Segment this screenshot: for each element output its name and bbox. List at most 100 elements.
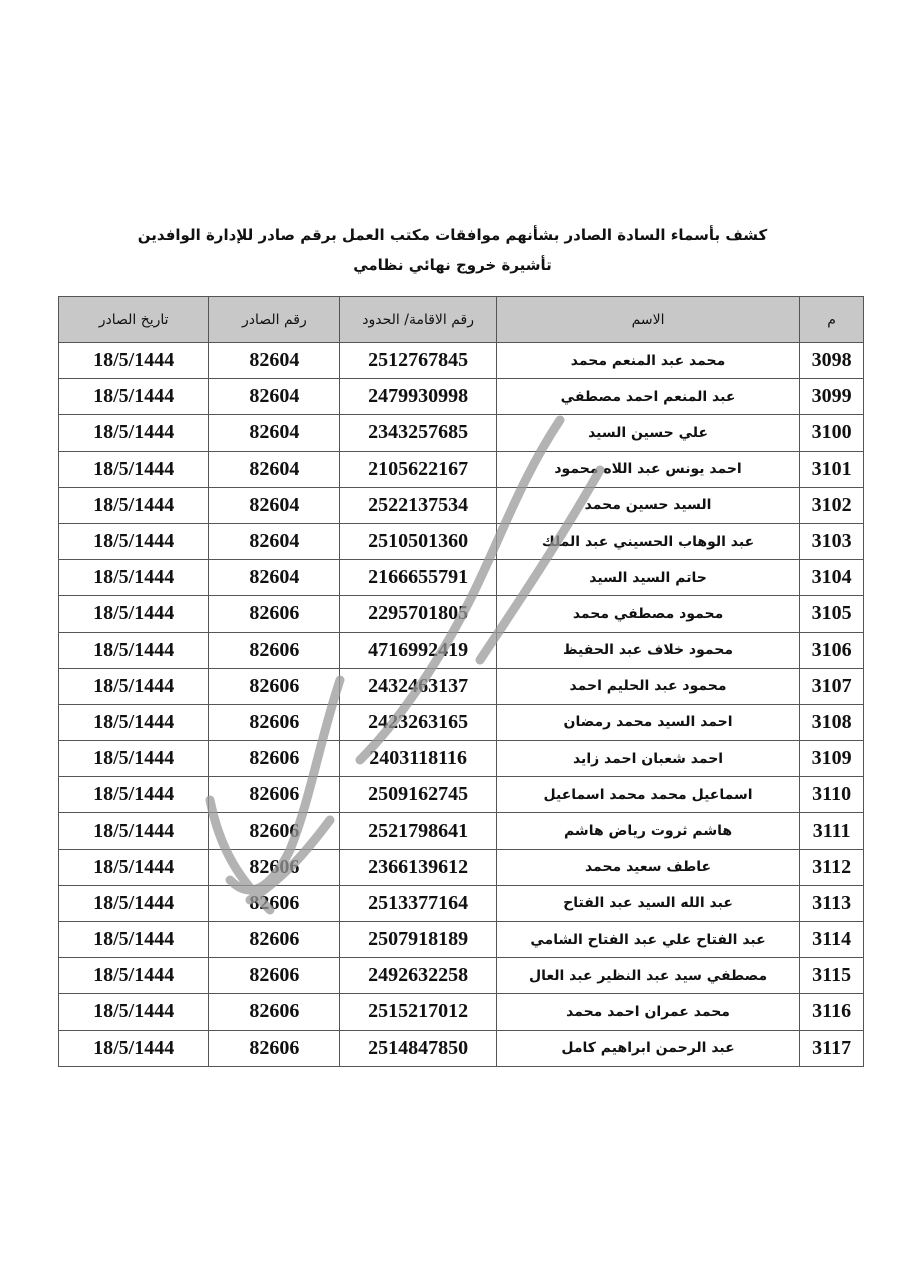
iqama-cell: 2514847850 [339, 1029, 497, 1067]
serial-cell: 3100 [799, 414, 864, 452]
serial-cell: 3098 [799, 341, 864, 380]
iqama-cell: 2403118116 [339, 740, 497, 778]
table-row: 3103 عبد الوهاب الحسيني عبد الملك 25105013… [57, 522, 864, 561]
serial-cell: 3105 [799, 595, 864, 633]
iqama-cell: 2295701805 [339, 595, 497, 633]
iqama-cell: 2522137534 [339, 486, 497, 524]
table-header-row: م الاسم رقم الاقامة/ الحدود رقم الصادر ت… [57, 296, 864, 343]
issue-date-cell: 18/5/1444 [57, 450, 210, 488]
issue-date-cell: 18/5/1444 [57, 957, 210, 995]
iqama-cell: 2512767845 [339, 341, 497, 380]
table-row: 3113 عبد الله السيد عبد الفتاح 2513377164 8… [57, 884, 864, 923]
serial-cell: 3115 [799, 957, 864, 995]
table-row: 3107 محمود عبد الحليم احمد 2432463137 82606… [57, 667, 864, 705]
name-cell: هاشم ثروت رياض هاشم [495, 812, 801, 850]
issue-date-cell: 18/5/1444 [57, 920, 210, 959]
issue-date-cell: 18/5/1444 [57, 595, 210, 633]
serial-cell: 3102 [799, 486, 864, 524]
iqama-cell: 2521798641 [339, 812, 497, 850]
name-cell: عبد المنعم احمد مصطفي [495, 378, 801, 416]
iqama-cell: 2513377164 [339, 884, 497, 923]
issue-number-cell: 82606 [208, 776, 341, 814]
table-row: 3105 محمود مصطفي محمد 2295701805 82606 18/5/… [57, 595, 864, 633]
table-row: 3115 مصطفي سيد عبد النظير عبد العال 249263… [57, 957, 864, 995]
table-row: 3111 هاشم ثروت رياض هاشم 2521798641 82606 18… [57, 812, 864, 850]
serial-cell: 3114 [799, 920, 864, 959]
column-header-issue-number: رقم الصادر [208, 296, 341, 343]
table-row: 3117 عبد الرحمن ابراهيم كامل 2514847850 826… [57, 1029, 864, 1067]
serial-cell: 3116 [799, 993, 864, 1031]
issue-date-cell: 18/5/1444 [57, 667, 210, 705]
issue-date-cell: 18/5/1444 [57, 486, 210, 524]
table-row: 3114 عبد الفتاح علي عبد الفتاح الشامي 2507… [57, 920, 864, 959]
table-row: 3110 اسماعيل محمد محمد اسماعيل 2509162745 8… [57, 776, 864, 814]
document-title: كشف بأسماء السادة الصادر بشأنهم موافقات … [137, 226, 768, 244]
table-row: 3098 محمد عبد المنعم محمد 2512767845 82604 1… [57, 341, 864, 380]
issue-number-cell: 82606 [208, 667, 341, 705]
serial-cell: 3104 [799, 559, 864, 597]
issue-number-cell: 82606 [208, 884, 341, 923]
issue-number-cell: 82606 [208, 1029, 341, 1067]
column-header-name: الاسم [495, 296, 801, 343]
issue-number-cell: 82606 [208, 595, 341, 633]
iqama-cell: 2423263165 [339, 703, 497, 742]
name-cell: علي حسين السيد [495, 414, 801, 452]
name-cell: عاطف سعيد محمد [495, 848, 801, 886]
issue-date-cell: 18/5/1444 [57, 884, 210, 923]
issue-number-cell: 82606 [208, 631, 341, 669]
issue-date-cell: 18/5/1444 [57, 631, 210, 669]
issue-number-cell: 82604 [208, 450, 341, 488]
name-cell: عبد الفتاح علي عبد الفتاح الشامي [495, 920, 801, 959]
serial-cell: 3110 [799, 776, 864, 814]
issue-date-cell: 18/5/1444 [57, 559, 210, 597]
issue-number-cell: 82606 [208, 993, 341, 1031]
serial-cell: 3101 [799, 450, 864, 488]
table-row: 3102 السيد حسين محمد 2522137534 82604 18/5/1… [57, 486, 864, 524]
name-cell: السيد حسين محمد [495, 486, 801, 524]
serial-cell: 3106 [799, 631, 864, 669]
issue-number-cell: 82606 [208, 920, 341, 959]
document-subtitle: تأشيرة خروج نهائي نظامي [353, 256, 552, 274]
serial-cell: 3109 [799, 740, 864, 778]
serial-cell: 3107 [799, 667, 864, 705]
table-row: 3116 محمد عمران احمد محمد 2515217012 82606 1… [57, 993, 864, 1031]
issue-date-cell: 18/5/1444 [57, 414, 210, 452]
issue-date-cell: 18/5/1444 [57, 776, 210, 814]
name-cell: عبد الوهاب الحسيني عبد الملك [495, 522, 801, 561]
issue-date-cell: 18/5/1444 [57, 341, 210, 380]
issue-number-cell: 82606 [208, 703, 341, 742]
serial-cell: 3117 [799, 1029, 864, 1067]
iqama-cell: 2515217012 [339, 993, 497, 1031]
issue-date-cell: 18/5/1444 [57, 848, 210, 886]
table-row: 3104 حاتم السيد السيد 2166655791 82604 18/5/… [57, 559, 864, 597]
issue-date-cell: 18/5/1444 [57, 703, 210, 742]
issue-number-cell: 82606 [208, 740, 341, 778]
table-row: 3106 محمود خلاف عبد الحفيظ 4716992419 82606… [57, 631, 864, 669]
name-cell: احمد شعبان احمد زايد [495, 740, 801, 778]
name-cell: محمد عبد المنعم محمد [495, 341, 801, 380]
name-cell: عبد الرحمن ابراهيم كامل [495, 1029, 801, 1067]
issue-number-cell: 82606 [208, 812, 341, 850]
issue-number-cell: 82604 [208, 559, 341, 597]
iqama-cell: 2366139612 [339, 848, 497, 886]
name-cell: محمود مصطفي محمد [495, 595, 801, 633]
iqama-cell: 2166655791 [339, 559, 497, 597]
issue-number-cell: 82604 [208, 486, 341, 524]
issue-date-cell: 18/5/1444 [57, 522, 210, 561]
serial-cell: 3103 [799, 522, 864, 561]
issue-number-cell: 82604 [208, 522, 341, 561]
issue-number-cell: 82606 [208, 957, 341, 995]
iqama-cell: 2105622167 [339, 450, 497, 488]
table-row: 3108 احمد السيد محمد رمضان 2423263165 82606… [57, 703, 864, 742]
table-row: 3099 عبد المنعم احمد مصطفي 2479930998 82604… [57, 378, 864, 416]
table-row: 3100 علي حسين السيد 2343257685 82604 18/5/14… [57, 414, 864, 452]
issue-number-cell: 82604 [208, 414, 341, 452]
iqama-cell: 2479930998 [339, 378, 497, 416]
name-cell: عبد الله السيد عبد الفتاح [495, 884, 801, 923]
iqama-cell: 2492632258 [339, 957, 497, 995]
issue-date-cell: 18/5/1444 [57, 1029, 210, 1067]
issue-number-cell: 82604 [208, 378, 341, 416]
names-table: م الاسم رقم الاقامة/ الحدود رقم الصادر ت… [57, 296, 864, 1067]
iqama-cell: 2510501360 [339, 522, 497, 561]
name-cell: محمود خلاف عبد الحفيظ [495, 631, 801, 669]
